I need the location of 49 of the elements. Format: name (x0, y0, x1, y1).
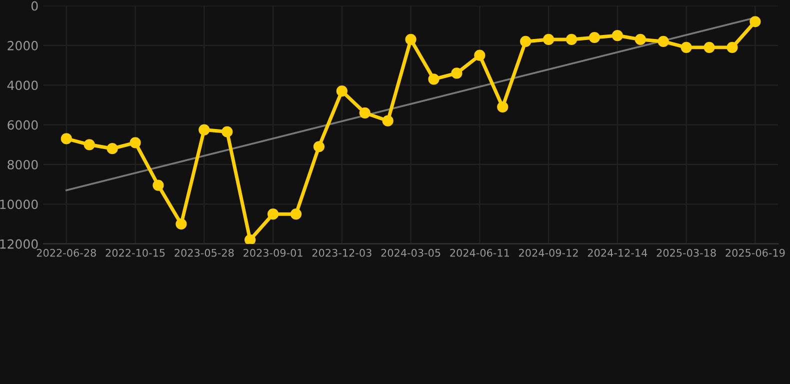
y-tick-label: 4000 (7, 80, 38, 90)
y-tick-label: 10000 (0, 200, 38, 210)
point (152, 180, 164, 191)
point (588, 32, 600, 44)
x-tick-label: 2022-10-15 (106, 248, 165, 257)
point (451, 68, 462, 79)
point (382, 115, 394, 126)
x-tick-label: 2023-09-01 (244, 248, 302, 257)
x-tick-label: 2024-09-12 (519, 248, 578, 257)
point (267, 208, 279, 220)
point (130, 137, 141, 148)
point (612, 30, 623, 42)
point (60, 133, 72, 144)
point (336, 86, 348, 97)
x-tick-label: 2025-03-18 (656, 248, 716, 257)
y-tick-label: 0 (31, 1, 38, 11)
point (726, 42, 738, 53)
y-tick-label: 6000 (8, 120, 38, 130)
y-tick-label: 8000 (8, 160, 38, 170)
x-tick-label: 2023-12-03 (312, 248, 372, 257)
point (428, 74, 440, 85)
point (497, 101, 508, 112)
point (405, 34, 416, 46)
x-tick-label: 2022-06-28 (36, 248, 96, 257)
point (84, 139, 95, 150)
point (244, 234, 256, 244)
x-tick-label: 2024-12-14 (588, 248, 648, 257)
y-tick-label: 12000 (0, 239, 38, 249)
point (176, 218, 187, 230)
y-tick-label: 2000 (8, 40, 38, 50)
x-tick-label: 2025-06-19 (726, 248, 785, 257)
point (566, 34, 578, 46)
point (704, 42, 715, 53)
x-tick-label: 2024-06-11 (450, 248, 509, 257)
point (359, 107, 370, 118)
point (658, 36, 669, 48)
point (106, 143, 118, 154)
point (198, 124, 210, 136)
point (750, 16, 761, 28)
point (222, 126, 233, 138)
point (290, 208, 302, 220)
point (313, 141, 325, 152)
point (634, 34, 646, 46)
point (543, 34, 554, 46)
point (680, 42, 692, 53)
x-tick-label: 2023-05-28 (174, 248, 234, 257)
point (520, 36, 532, 48)
point (474, 50, 486, 61)
x-tick-label: 2024-03-05 (381, 248, 440, 257)
